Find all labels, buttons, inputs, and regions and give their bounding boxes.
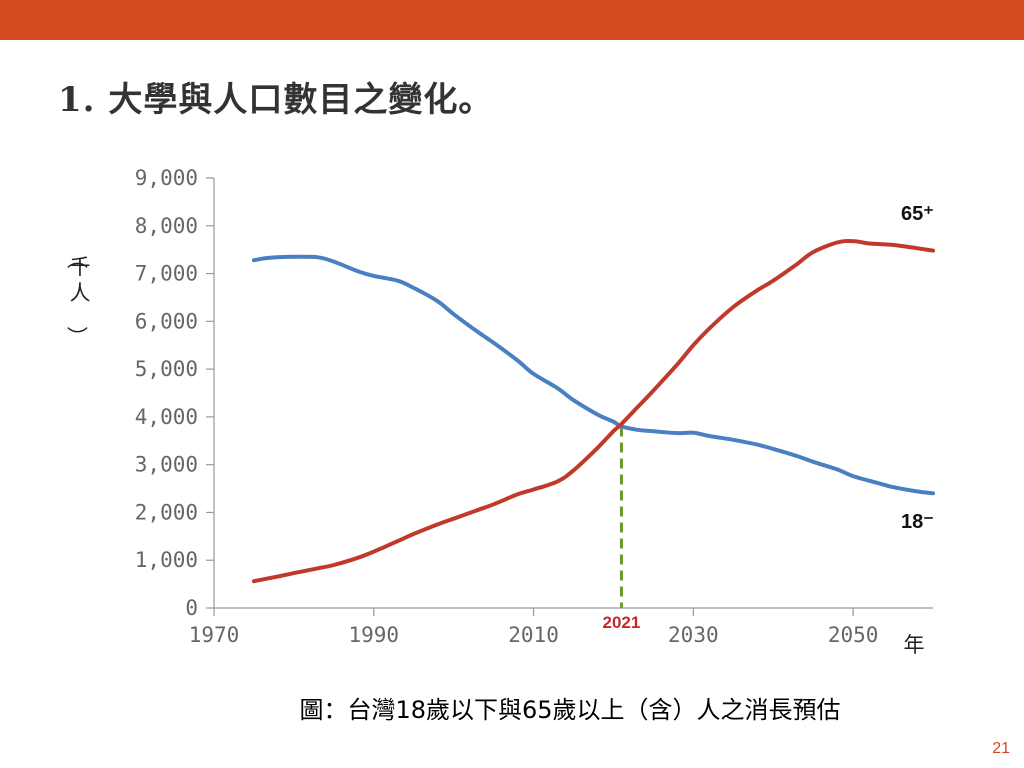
y-axis-label-char: ） [65, 326, 89, 347]
y-tick-label: 9,000 [135, 166, 198, 190]
slide-title: 1. 大學與人口數目之變化。 [58, 80, 494, 120]
y-axis-label-char: （ [65, 248, 89, 269]
y-axis-label: （千人 ） [65, 248, 91, 347]
series-label-18-minus: 18⁻ [901, 511, 934, 533]
y-axis-label-char: 千 [70, 255, 91, 279]
y-tick-label: 3,000 [135, 453, 198, 477]
figure-caption: 圖：台灣18歲以下與65歲以上（含）人之消長預估 [299, 696, 841, 724]
marker-group: 2021 [603, 426, 641, 632]
y-axis-group: 0 1,000 2,000 3,000 4,000 5,000 6,000 7,000 8,00… [135, 166, 215, 620]
y-tick-label: 1,000 [135, 548, 198, 572]
x-tick-label: 2050 [828, 623, 879, 647]
x-axis-group: 1970 1990 2010 2030 2050 [189, 607, 933, 647]
series-line-18-minus [251, 254, 935, 496]
y-tick-label: 4,000 [135, 405, 198, 429]
y-tick-label: 5,000 [135, 357, 198, 381]
slide-number: 21 [992, 740, 1010, 757]
top-accent-bar [0, 0, 1024, 40]
x-tick-label: 1990 [348, 623, 399, 647]
y-tick-label: 2,000 [135, 500, 198, 524]
marker-year-label: 2021 [603, 613, 641, 632]
series-line-65-plus [251, 238, 935, 584]
x-tick-label: 2030 [668, 623, 719, 647]
x-axis-label: 年 [904, 633, 925, 657]
y-axis-label-char: 人 [70, 281, 91, 305]
series-group [251, 238, 935, 584]
x-tick-label: 2010 [508, 623, 559, 647]
y-tick-label: 8,000 [135, 214, 198, 238]
y-tick-label: 7,000 [135, 262, 198, 286]
y-tick-label: 6,000 [135, 309, 198, 333]
y-tick-label: 0 [185, 596, 198, 620]
x-tick-label: 1970 [189, 623, 240, 647]
series-label-65-plus: 65⁺ [901, 203, 934, 225]
